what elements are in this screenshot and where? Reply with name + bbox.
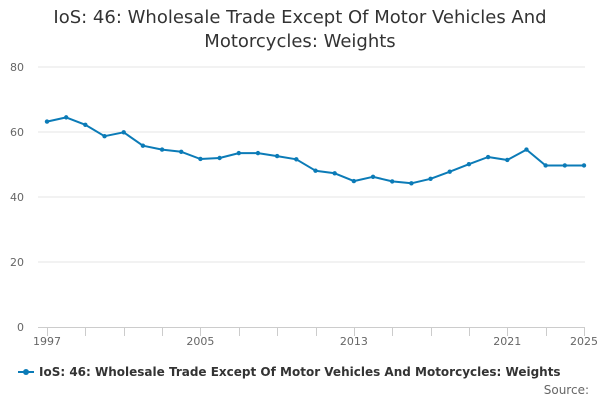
data-point	[409, 181, 414, 186]
data-point	[236, 150, 241, 156]
x-tick-label: 2005	[186, 335, 214, 348]
data-point	[121, 130, 126, 135]
data-point	[543, 163, 548, 168]
series-line	[46, 116, 585, 185]
data-point	[581, 163, 587, 168]
data-point	[102, 134, 107, 139]
data-point	[428, 176, 433, 181]
x-tick-label: 1997	[33, 335, 61, 348]
data-point	[370, 174, 376, 180]
data-point	[524, 147, 529, 152]
data-point	[179, 149, 184, 155]
data-point	[255, 150, 261, 156]
data-point	[294, 157, 299, 162]
data-point	[332, 171, 337, 176]
data-point	[63, 115, 69, 120]
data-point	[159, 147, 165, 152]
data-point	[447, 169, 452, 174]
chart-title-line-2: Motorcycles: Weights	[204, 31, 396, 52]
y-tick-label: 80	[10, 61, 24, 74]
y-tick-label: 60	[10, 126, 24, 139]
data-point	[217, 155, 222, 161]
data-point	[140, 143, 146, 148]
y-tick-label: 20	[10, 256, 24, 269]
data-point	[505, 157, 510, 163]
x-tick-label: 2025	[570, 335, 598, 348]
legend[interactable]: IoS: 46: Wholesale Trade Except Of Motor…	[18, 365, 561, 379]
data-point	[44, 119, 50, 124]
data-point	[83, 122, 88, 128]
x-tick-label: 2013	[340, 335, 368, 348]
data-point	[313, 168, 318, 173]
x-tick-label: 2021	[493, 335, 521, 348]
legend-swatch-icon	[18, 366, 34, 378]
data-point	[466, 161, 472, 167]
chart-title: IoS: 46: Wholesale Trade Except Of Motor…	[0, 6, 600, 54]
data-point	[390, 179, 395, 184]
legend-label: IoS: 46: Wholesale Trade Except Of Motor…	[39, 365, 561, 379]
y-tick-label: 0	[17, 321, 24, 334]
data-point	[351, 178, 357, 184]
source-label: Source:	[543, 383, 589, 397]
data-point	[562, 163, 568, 168]
data-point	[198, 156, 203, 162]
data-point	[485, 154, 491, 160]
chart-title-line-1: IoS: 46: Wholesale Trade Except Of Motor…	[53, 7, 547, 28]
data-point	[274, 153, 280, 159]
y-tick-label: 40	[10, 191, 24, 204]
